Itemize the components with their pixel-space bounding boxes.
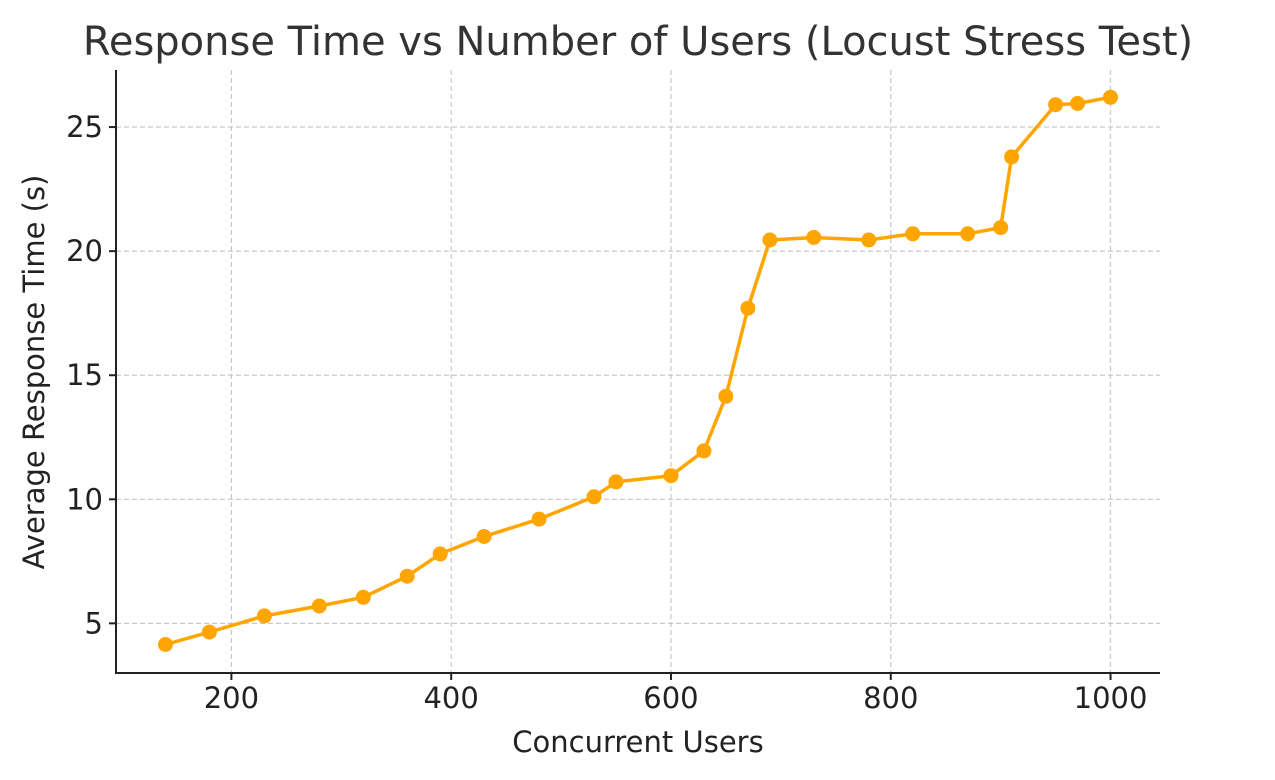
axes: [115, 70, 1160, 674]
data-point: [256, 608, 272, 624]
data-point: [399, 568, 415, 584]
data-point: [355, 589, 371, 605]
data-point: [762, 232, 778, 248]
y-tick-label: 5: [85, 606, 103, 640]
x-tick-label: 200: [204, 681, 259, 715]
data-point: [905, 226, 921, 242]
x-tick-label: 600: [643, 681, 698, 715]
data-point: [311, 598, 327, 614]
data-point: [476, 529, 492, 544]
data-point: [993, 220, 1009, 236]
data-point: [1070, 96, 1086, 111]
data-point: [960, 226, 976, 242]
data-point: [1103, 89, 1118, 105]
data-point: [432, 546, 448, 562]
data-point: [1004, 149, 1020, 165]
y-tick-label: 15: [66, 358, 103, 392]
x-tick-label: 400: [423, 681, 478, 715]
y-tick-label: 25: [66, 110, 103, 144]
data-point: [158, 637, 173, 652]
y-tick-label: 10: [66, 482, 103, 516]
data-point: [1048, 97, 1064, 113]
x-axis-label: Concurrent Users: [512, 725, 763, 759]
y-tick-label: 20: [66, 234, 103, 268]
data-point: [806, 230, 822, 245]
data-point: [696, 443, 712, 459]
data-point: [531, 511, 547, 527]
series-line: [163, 95, 1113, 647]
x-tick-label: 800: [863, 681, 918, 715]
data-point: [861, 232, 877, 248]
y-axis-label: Average Response Time (s): [17, 175, 51, 570]
grid: [116, 70, 1160, 673]
data-point: [608, 474, 624, 490]
data-point: [740, 300, 756, 316]
series: [158, 89, 1118, 652]
data-point: [663, 468, 679, 484]
data-point: [718, 388, 734, 404]
ticks: 200 400 600 800 1000 5 10 15 20 25: [66, 110, 1147, 715]
data-point: [201, 624, 217, 640]
data-point: [586, 489, 602, 505]
x-tick-label: 1000: [1074, 681, 1148, 715]
chart-title: Response Time vs Number of Users (Locust…: [83, 19, 1193, 65]
